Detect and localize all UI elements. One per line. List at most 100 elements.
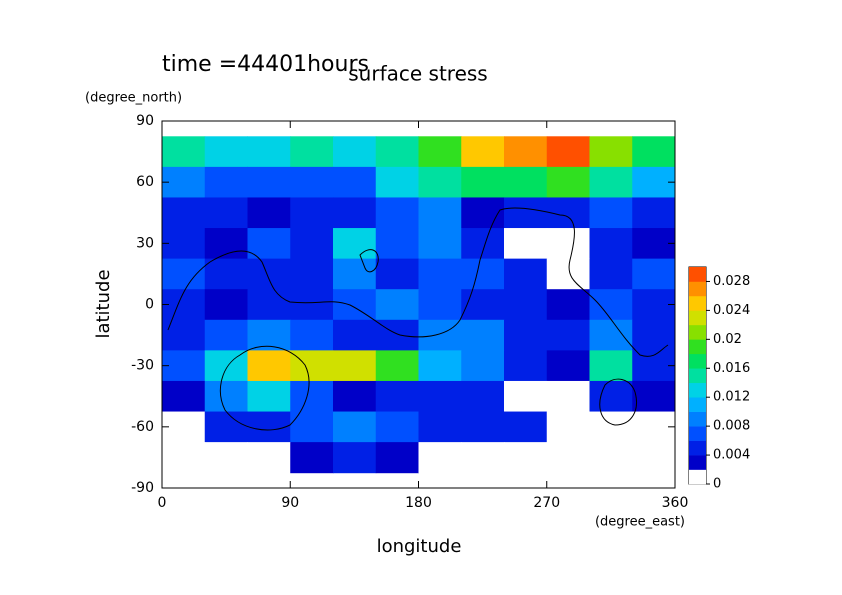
field-cell (504, 166, 548, 198)
field-cell (247, 319, 291, 351)
field-cell (589, 166, 633, 198)
field-cell (333, 228, 377, 260)
x-tick-label: 180 (405, 495, 432, 511)
field-cell (247, 411, 291, 443)
colorbar-tick-label: 0.016 (713, 361, 750, 376)
chart-subtitle: time =44401hours (162, 52, 369, 77)
colorbar-swatch (689, 339, 706, 355)
field-cell (333, 258, 377, 290)
colorbar-swatch (689, 324, 706, 340)
y-tick-label: 30 (136, 235, 154, 251)
y-tick-label: -30 (131, 358, 154, 374)
field-cell (333, 319, 377, 351)
field-cell (290, 258, 334, 290)
field-cell (589, 350, 633, 382)
field-cell (204, 319, 248, 351)
field-cell (504, 197, 548, 229)
field-cell (162, 136, 206, 168)
colorbar-swatch (689, 281, 706, 297)
colorbar-swatch (689, 295, 706, 311)
field-cell (162, 411, 206, 443)
y-tick-label: 60 (136, 174, 154, 190)
x-unit: (degree_east) (595, 515, 685, 530)
field-cell (290, 442, 334, 474)
field-cell (333, 166, 377, 198)
field-cell (461, 350, 505, 382)
x-tick-label: 270 (533, 495, 560, 511)
chart-title: surface stress (348, 62, 487, 86)
field-cell (162, 380, 206, 413)
coastlines (167, 207, 669, 431)
y-unit: (degree_north) (85, 91, 182, 106)
colorbar-tick-label: 0.012 (713, 390, 750, 405)
field-cell (589, 319, 633, 351)
field-cell (546, 411, 590, 443)
field-cell (418, 411, 462, 443)
field-cell (504, 319, 548, 351)
field-cell (290, 319, 334, 351)
field-cell (546, 136, 590, 168)
field-cell (247, 136, 291, 168)
field-cell (204, 136, 248, 168)
colorbar-swatch (689, 455, 706, 470)
y-tick-label: 0 (145, 297, 154, 313)
y-tick-label: -90 (131, 480, 154, 496)
field-cell (589, 411, 633, 443)
colorbar-tick-label: 0.028 (713, 274, 750, 289)
field-cell (461, 380, 505, 413)
field-cell (333, 380, 377, 413)
field-cell (375, 350, 419, 382)
field-cell (504, 228, 548, 260)
field-cell (504, 442, 548, 474)
field-cell (290, 136, 334, 168)
field-cell (461, 197, 505, 229)
field-cell (632, 197, 676, 229)
colorbar-tick-label: 0.004 (713, 448, 750, 463)
field-cell (546, 228, 590, 260)
field-cell (504, 380, 548, 413)
field-cell (589, 380, 633, 413)
x-tick-label: 360 (662, 495, 689, 511)
field-cell (418, 350, 462, 382)
field-cell (290, 228, 334, 260)
field-cell (162, 289, 206, 321)
colorbar-swatch (689, 368, 706, 384)
y-tick-label: 90 (136, 113, 154, 129)
field-cell (461, 319, 505, 351)
field-cell (375, 319, 419, 351)
field-cell (375, 136, 419, 168)
field-cell (290, 350, 334, 382)
field-cell (162, 228, 206, 260)
field-cell (461, 411, 505, 443)
field-cell (504, 411, 548, 443)
field (162, 136, 676, 474)
field-cell (204, 442, 248, 474)
field-cell (333, 289, 377, 321)
colorbar-tick-label: 0.024 (713, 303, 750, 318)
x-tick-label: 0 (158, 495, 167, 511)
field-cell (375, 166, 419, 198)
x-tick-label: 90 (281, 495, 299, 511)
field-cell (375, 228, 419, 260)
colorbar-swatch (689, 382, 706, 398)
colorbar-swatch (689, 411, 706, 427)
field-cell (290, 411, 334, 443)
field-cell (632, 136, 676, 168)
field-cell (375, 380, 419, 413)
field-cell (247, 289, 291, 321)
field-cell (375, 289, 419, 321)
field-cell (461, 228, 505, 260)
field-cell (333, 350, 377, 382)
field-cell (290, 380, 334, 413)
field-cell (504, 289, 548, 321)
field-cell (247, 166, 291, 198)
field-cell (375, 411, 419, 443)
field-cell (418, 136, 462, 168)
field-cell (589, 136, 633, 168)
colorbar-tick-label: 0.02 (713, 332, 742, 347)
field-cell (461, 258, 505, 290)
field-cell (546, 442, 590, 474)
field-cell (418, 258, 462, 290)
field-cell (333, 197, 377, 229)
